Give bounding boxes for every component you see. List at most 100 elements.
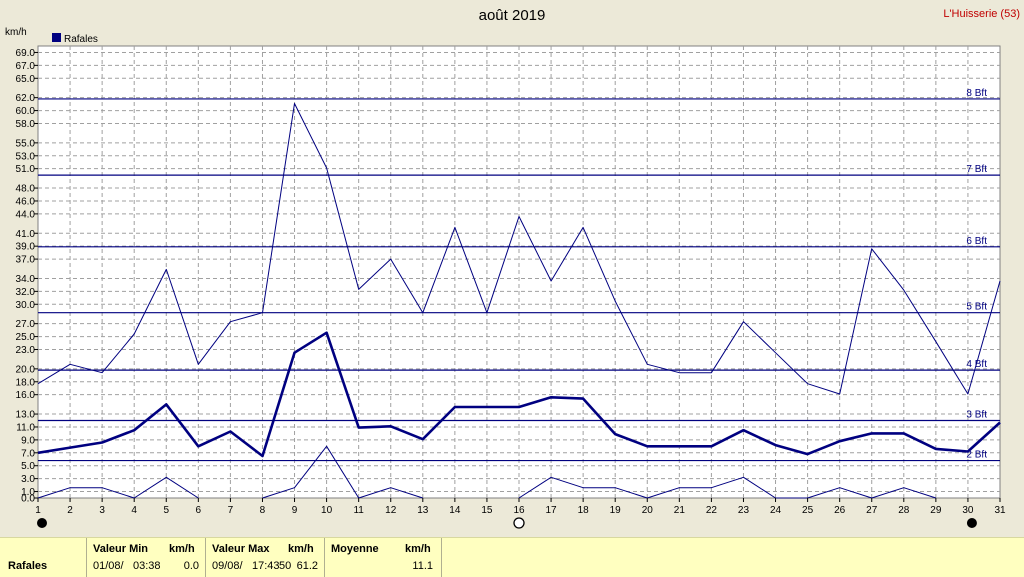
y-tick-label: 48.0: [16, 184, 36, 195]
y-tick-label: 5.0: [21, 461, 35, 472]
x-tick-label: 5: [163, 505, 169, 516]
x-tick-label: 4: [131, 505, 137, 516]
x-tick-label: 18: [578, 505, 590, 516]
y-tick-label: 13.0: [16, 410, 36, 421]
x-tick-label: 21: [674, 505, 686, 516]
y-tick-label: 20.0: [16, 364, 36, 375]
max-series-line: [37, 103, 1001, 395]
beaufort-label: 6 Bft: [966, 236, 987, 247]
y-tick-label: 55.0: [16, 138, 36, 149]
beaufort-label: 5 Bft: [966, 302, 987, 313]
x-tick-label: 7: [228, 505, 234, 516]
x-tick-label: 15: [481, 505, 493, 516]
y-tick-label: 3.0: [21, 474, 35, 485]
y-axis-unit: km/h: [5, 27, 27, 38]
y-tick-label: 44.0: [16, 209, 36, 220]
x-tick-label: 29: [930, 505, 942, 516]
y-tick-label: 65.0: [16, 74, 36, 85]
min-date: 01/08/: [93, 560, 124, 572]
x-tick-label: 3: [99, 505, 105, 516]
y-tick-label: 9.0: [21, 435, 35, 446]
x-tick-label: 6: [196, 505, 202, 516]
max-unit: km/h: [288, 543, 314, 555]
y-tick-label: 7.0: [21, 448, 35, 459]
x-tick-label: 10: [321, 505, 333, 516]
x-tick-label: 9: [292, 505, 298, 516]
moon-phases: [37, 517, 977, 529]
avg-header: Moyenne: [331, 543, 379, 555]
beaufort-label: 3 Bft: [966, 410, 987, 421]
x-tick-label: 31: [994, 505, 1006, 516]
x-tick-label: 17: [546, 505, 558, 516]
y-tick-label: 41.0: [16, 229, 36, 240]
x-tick-label: 20: [642, 505, 654, 516]
y-tick-label: 39.0: [16, 242, 36, 253]
grid-lines: [38, 46, 1000, 498]
y-tick-label: 23.0: [16, 345, 36, 356]
x-tick-label: 22: [706, 505, 718, 516]
footer-row-label: Rafales: [8, 560, 48, 572]
new-moon-icon: [37, 518, 47, 528]
y-tick-label: 16.0: [16, 390, 36, 401]
x-tick-label: 28: [898, 505, 910, 516]
x-tick-label: 8: [260, 505, 266, 516]
avg-value: 11.1: [412, 560, 433, 572]
station-name: L'Huisserie (53): [943, 8, 1020, 20]
x-tick-label: 25: [802, 505, 814, 516]
y-tick-label: 62.0: [16, 93, 36, 104]
max-extra: 50: [279, 560, 292, 572]
new-moon-icon: [966, 518, 977, 528]
min-series-line: [518, 476, 937, 499]
summary-footer: Rafales Valeur Min km/h 01/08/ 03:38 0.0…: [0, 537, 1024, 577]
legend-label: Rafales: [64, 34, 98, 45]
min-unit: km/h: [169, 543, 195, 555]
full-moon-icon: [513, 517, 525, 529]
y-tick-label: 58.0: [16, 119, 36, 130]
beaufort-label: 2 Bft: [966, 450, 987, 461]
footer-avg-cell: Moyenne km/h 11.1: [325, 538, 442, 577]
beaufort-label: 4 Bft: [966, 359, 987, 370]
x-tick-label: 30: [962, 505, 974, 516]
y-tick-label: 18.0: [16, 377, 36, 388]
min-time: 03:38: [133, 560, 161, 572]
min-value: 0.0: [183, 560, 199, 572]
min-series-line: [37, 476, 199, 499]
max-value: 61.2: [296, 560, 318, 572]
x-tick-labels: 1 2 3 4 5 6 7 8 9 10 11 12 13 14 15 16 17 18 19 20 21 22 23 24 2…: [35, 498, 1006, 516]
y-tick-labels: 0.01.0 3.0 5.0 7.0 9.0 11.013.0 16.0 18.0 20.0 23…: [16, 48, 38, 505]
x-tick-label: 14: [449, 505, 461, 516]
beaufort-label: 8 Bft: [966, 88, 987, 99]
y-tick-label: 1.0: [21, 487, 35, 498]
beaufort-lines: 2 Bft 3 Bft 4 Bft 5 Bft 6 Bft 7 Bft 8 Bft: [38, 88, 1000, 462]
y-tick-label: 46.0: [16, 196, 36, 207]
footer-label-cell: Rafales: [0, 538, 87, 577]
x-tick-label: 16: [513, 505, 525, 516]
y-tick-label: 60.0: [16, 106, 36, 117]
x-tick-label: 11: [353, 505, 364, 516]
footer-max-cell: Valeur Max km/h 09/08/ 17:43 50 61.2: [206, 538, 325, 577]
series-lines: [37, 103, 1001, 499]
min-series-line: [262, 445, 423, 499]
x-tick-label: 24: [770, 505, 782, 516]
x-tick-label: 1: [35, 505, 41, 516]
mean-series-line: [37, 331, 1001, 458]
chart-title: août 2019: [479, 7, 546, 24]
y-tick-label: 67.0: [16, 61, 36, 72]
y-tick-label: 34.0: [16, 274, 36, 285]
y-tick-label: 53.0: [16, 151, 36, 162]
max-header: Valeur Max: [212, 543, 270, 555]
max-date: 09/08/: [212, 560, 243, 572]
y-tick-label: 37.0: [16, 255, 36, 266]
y-tick-label: 51.0: [16, 164, 36, 175]
y-tick-label: 27.0: [16, 319, 36, 330]
min-header: Valeur Min: [93, 543, 149, 555]
x-tick-label: 27: [866, 505, 878, 516]
x-tick-label: 2: [67, 505, 73, 516]
x-tick-label: 23: [738, 505, 750, 516]
x-tick-label: 26: [834, 505, 846, 516]
y-tick-label: 30.0: [16, 300, 36, 311]
max-time: 17:43: [252, 560, 280, 572]
x-tick-label: 13: [417, 505, 429, 516]
beaufort-label: 7 Bft: [966, 164, 987, 175]
